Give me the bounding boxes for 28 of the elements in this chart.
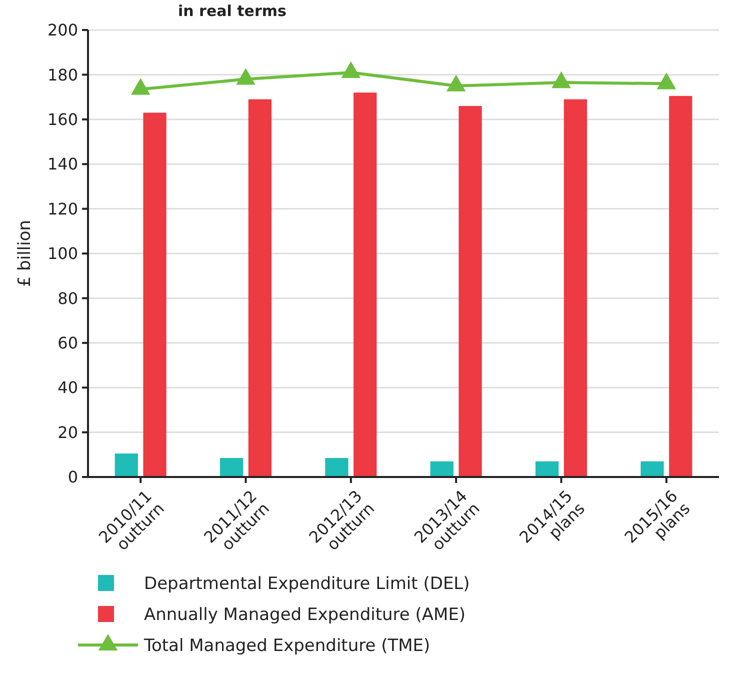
- y-tick-label: 180: [47, 65, 78, 84]
- y-tick-label: 200: [47, 20, 78, 40]
- bar: [669, 96, 692, 477]
- bar: [458, 106, 482, 477]
- bar: [430, 461, 454, 477]
- y-tick-label: 100: [47, 244, 78, 264]
- chart-subtitle: in real terms: [178, 2, 286, 20]
- y-tick-label: 40: [58, 378, 78, 398]
- bar: [564, 99, 588, 477]
- bar: [640, 461, 664, 477]
- bar: [220, 458, 244, 477]
- bar: [535, 461, 559, 477]
- legend-label: Total Managed Expenditure (TME): [143, 636, 430, 656]
- y-tick-label: 20: [58, 422, 78, 442]
- y-tick-label: 140: [47, 154, 78, 174]
- bar: [143, 112, 166, 477]
- y-tick-label: 120: [47, 199, 78, 218]
- bar: [354, 92, 377, 477]
- legend-label: Departmental Expenditure Limit (DEL): [144, 574, 470, 594]
- y-tick-label: 80: [58, 288, 78, 308]
- y-tick-label: 160: [47, 110, 78, 129]
- bar: [114, 454, 138, 477]
- legend-label: Annually Managed Expenditure (AME): [144, 604, 466, 625]
- bar: [248, 99, 272, 477]
- y-tick-label: 0: [68, 468, 78, 487]
- bar: [325, 458, 348, 477]
- y-tick-label: 60: [58, 334, 78, 352]
- y-axis-title: £ billion: [15, 220, 35, 288]
